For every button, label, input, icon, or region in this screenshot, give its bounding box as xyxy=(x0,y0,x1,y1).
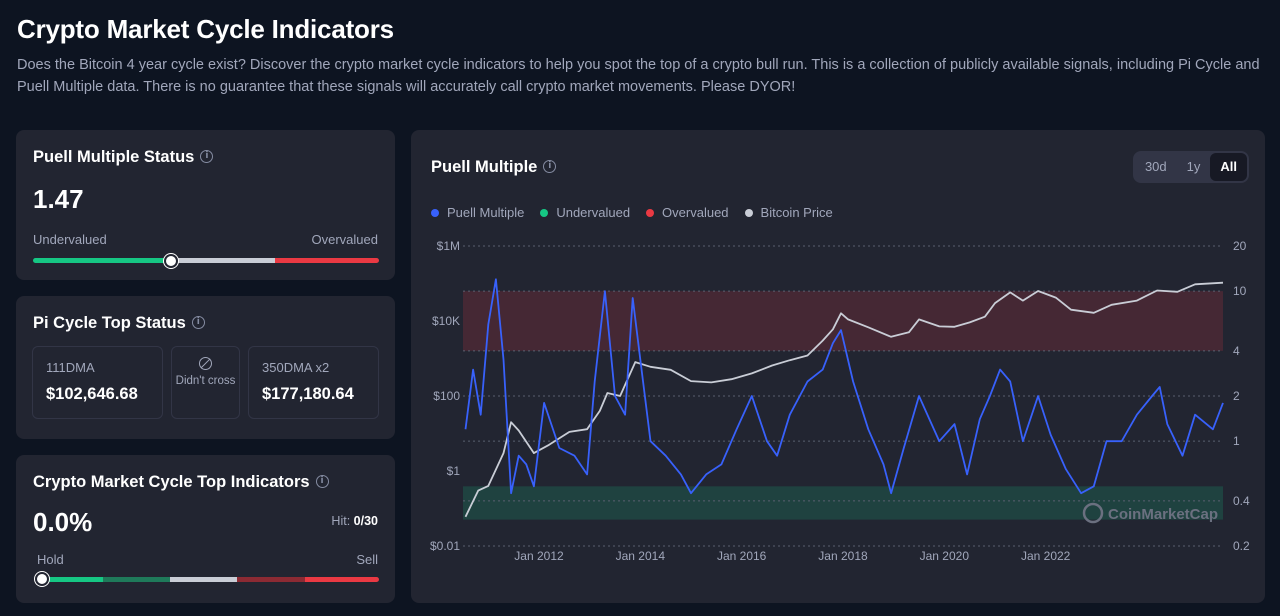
x-axis-tick: Jan 2018 xyxy=(818,549,868,563)
legend-puell-label: Puell Multiple xyxy=(447,205,525,220)
gauge-segment xyxy=(102,577,171,582)
gauge-segment xyxy=(304,577,379,582)
cross-status-box: Didn't cross xyxy=(171,346,240,419)
page-title: Crypto Market Cycle Indicators xyxy=(17,14,394,44)
legend-bitcoin-price[interactable]: Bitcoin Price xyxy=(744,205,833,220)
info-icon[interactable]: i xyxy=(191,316,205,330)
info-icon[interactable]: i xyxy=(543,160,557,174)
bitcoin-price-line xyxy=(464,281,1224,518)
gauge-segment xyxy=(42,577,103,582)
legend-overvalued-label: Overvalued xyxy=(662,205,729,220)
x-axis-tick: Jan 2012 xyxy=(514,549,564,563)
legend-dot xyxy=(540,208,549,217)
dma350-value: $177,180.64 xyxy=(262,385,354,403)
x-axis-tick: Jan 2014 xyxy=(616,549,666,563)
right-axis-tick: 10 xyxy=(1233,284,1247,298)
legend-dot xyxy=(744,208,753,217)
puell-chart-card: 0.2 0.4 1 2 4 10 20 $0.01 $1 $100 $10K $1M Jan 2012 J… xyxy=(411,130,1265,603)
coinmarketcap-logo-icon xyxy=(1082,502,1104,524)
dma111-label: 111DMA xyxy=(46,360,95,375)
puell-status-indicator xyxy=(164,254,179,268)
range-all-button[interactable]: All xyxy=(1210,153,1247,181)
info-icon[interactable]: i xyxy=(315,475,329,489)
dma350-label: 350DMA x2 xyxy=(262,360,330,375)
pi-cycle-title: Pi Cycle Top Status i xyxy=(33,314,205,333)
dma111-value: $102,646.68 xyxy=(46,385,138,403)
hit-count: Hit: 0/30 xyxy=(331,514,378,528)
puell-status-title-text: Puell Multiple Status xyxy=(33,148,195,166)
left-axis-tick: $10K xyxy=(432,314,460,328)
page-description: Does the Bitcoin 4 year cycle exist? Dis… xyxy=(17,57,1260,95)
x-axis-tick: Jan 2022 xyxy=(1021,549,1071,563)
undervalued-zone xyxy=(463,486,1223,520)
right-axis-tick: 20 xyxy=(1233,239,1247,253)
hold-label: Hold xyxy=(37,552,64,567)
x-axis-tick: Jan 2020 xyxy=(920,549,970,563)
top-indicators-indicator xyxy=(35,572,49,586)
right-axis-tick: 0.4 xyxy=(1233,494,1250,508)
right-axis-tick: 1 xyxy=(1233,434,1240,448)
undervalued-label: Undervalued xyxy=(33,232,107,247)
top-indicators-gauge xyxy=(42,577,379,582)
top-indicators-card: Crypto Market Cycle Top Indicators i 0.0%… xyxy=(16,455,395,603)
gauge-segment xyxy=(164,258,276,263)
puell-chart: 0.2 0.4 1 2 4 10 20 $0.01 $1 $100 $10K $1M Jan 2012 J… xyxy=(430,239,1250,563)
legend-undervalued-label: Undervalued xyxy=(556,205,631,220)
right-axis-tick: 0.2 xyxy=(1233,539,1250,553)
left-axis-tick: $1M xyxy=(437,239,460,253)
range-30d-button[interactable]: 30d xyxy=(1144,159,1167,174)
top-indicators-title-text: Crypto Market Cycle Top Indicators xyxy=(33,473,310,491)
left-axis-tick: $100 xyxy=(433,389,460,403)
top-indicators-title: Crypto Market Cycle Top Indicators i xyxy=(33,473,329,492)
right-axis-tick: 2 xyxy=(1233,389,1240,403)
overvalued-label: Overvalued xyxy=(311,232,378,247)
ban-icon xyxy=(199,357,212,370)
puell-status-title: Puell Multiple Status i xyxy=(33,148,214,167)
legend-undervalued[interactable]: Undervalued xyxy=(540,205,630,220)
chart-title: Puell Multiple i xyxy=(431,158,557,177)
gauge-segment xyxy=(170,577,238,582)
legend-dot xyxy=(646,208,655,217)
gauge-segment xyxy=(33,258,165,263)
gauge-segment xyxy=(275,258,379,263)
legend-price-label: Bitcoin Price xyxy=(760,205,833,220)
puell-status-card: Puell Multiple Status i 1.47 Undervalued … xyxy=(16,130,395,280)
range-1y-button[interactable]: 1y xyxy=(1186,159,1201,174)
sell-label: Sell xyxy=(356,552,378,567)
x-axis-tick: Jan 2016 xyxy=(717,549,767,563)
watermark-text: CoinMarketCap xyxy=(1108,506,1218,523)
puell-status-value: 1.47 xyxy=(33,184,84,214)
dma111-box: 111DMA $102,646.68 xyxy=(32,346,163,419)
puell-status-gauge xyxy=(33,258,379,263)
coinmarketcap-watermark: CoinMarketCap xyxy=(1082,502,1218,524)
legend-overvalued[interactable]: Overvalued xyxy=(646,205,729,220)
gauge-segment xyxy=(237,577,305,582)
cross-status: Didn't cross xyxy=(175,375,236,387)
chart-title-text: Puell Multiple xyxy=(431,158,538,176)
puell-multiple-line xyxy=(464,278,1224,495)
legend-puell[interactable]: Puell Multiple xyxy=(431,205,524,220)
range-toggle: 30d 1y All xyxy=(1132,151,1249,183)
left-axis-tick: $1 xyxy=(447,464,461,478)
dma350-box: 350DMA x2 $177,180.64 xyxy=(248,346,379,419)
top-indicators-value: 0.0% xyxy=(33,507,93,537)
left-axis-tick: $0.01 xyxy=(430,539,460,553)
pi-cycle-card: Pi Cycle Top Status i 111DMA $102,646.68 … xyxy=(16,296,395,439)
hit-label: Hit: xyxy=(331,514,351,528)
right-axis-tick: 4 xyxy=(1233,344,1240,358)
chart-legend: Puell Multiple Undervalued Overvalued Bi… xyxy=(431,205,833,220)
hit-value: 0/30 xyxy=(353,514,378,528)
info-icon[interactable]: i xyxy=(200,150,214,164)
pi-cycle-title-text: Pi Cycle Top Status xyxy=(33,314,186,332)
legend-dot xyxy=(431,208,439,217)
